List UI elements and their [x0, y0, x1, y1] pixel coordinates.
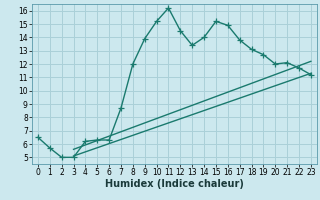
X-axis label: Humidex (Indice chaleur): Humidex (Indice chaleur) — [105, 179, 244, 189]
